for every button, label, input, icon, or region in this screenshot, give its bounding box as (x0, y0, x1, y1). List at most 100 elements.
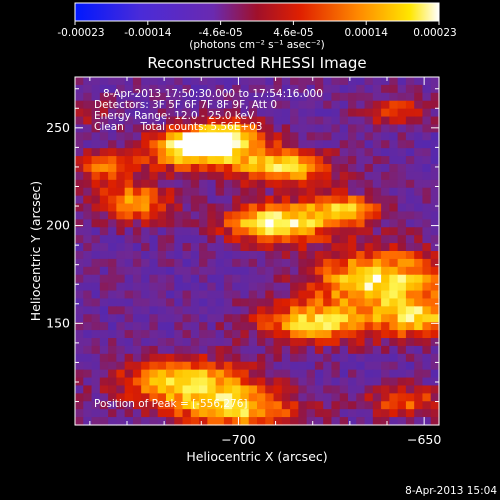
heatmap-cell (331, 417, 341, 426)
heatmap-cell (422, 124, 432, 133)
heatmap-cell (190, 179, 200, 189)
heatmap-cell (257, 258, 266, 268)
heatmap-cell (306, 322, 316, 331)
heatmap-cell (141, 77, 151, 86)
heatmap-cell (372, 409, 382, 418)
heatmap-cell (116, 219, 126, 228)
heatmap-cell (190, 187, 200, 197)
heatmap-cell (199, 179, 208, 189)
heatmap-cell (339, 369, 349, 379)
heatmap-cell (314, 251, 324, 260)
heatmap-cell (405, 338, 415, 347)
heatmap-cell (314, 77, 324, 86)
heatmap-cell (389, 314, 399, 323)
heatmap-cell (199, 353, 208, 363)
heatmap-cell (248, 258, 258, 268)
heatmap-cell (240, 211, 250, 220)
heatmap-cell (240, 124, 250, 133)
heatmap-cell (166, 235, 175, 244)
heatmap-cell (116, 322, 126, 331)
heatmap-cell (422, 140, 432, 149)
heatmap-cell (414, 258, 424, 268)
heatmap-cell (273, 401, 283, 410)
heatmap-cell (265, 258, 275, 268)
heatmap-cell (339, 314, 349, 323)
heatmap-cell (207, 353, 217, 363)
heatmap-cell (108, 203, 117, 213)
heatmap-cell (149, 393, 159, 402)
heatmap-cell (166, 116, 175, 126)
heatmap-cell (339, 338, 349, 347)
heatmap-cell (182, 385, 192, 394)
heatmap-cell (232, 417, 242, 426)
heatmap-cell (248, 203, 258, 213)
heatmap-cell (108, 338, 117, 347)
heatmap-cell (389, 164, 399, 173)
heatmap-cell (364, 338, 374, 347)
heatmap-cell (199, 369, 208, 379)
heatmap-cell (108, 298, 117, 307)
heatmap-cell (257, 148, 266, 157)
heatmap-cell (83, 92, 93, 102)
heatmap-cell (141, 409, 151, 418)
heatmap-cell (215, 290, 225, 300)
heatmap-cell (124, 290, 134, 300)
heatmap-cell (149, 298, 159, 307)
heatmap-cell (298, 164, 308, 173)
heatmap-cell (75, 77, 84, 86)
heatmap-cell (348, 108, 357, 118)
heatmap-cell (414, 361, 424, 371)
heatmap-cell (273, 345, 283, 355)
heatmap-cell (182, 338, 192, 347)
heatmap-cell (75, 393, 84, 402)
heatmap-cell (381, 211, 390, 220)
heatmap-cell (132, 195, 142, 205)
heatmap-cell (75, 282, 84, 292)
heatmap-cell (124, 314, 134, 323)
heatmap-cell (91, 251, 101, 260)
heatmap-cell (273, 353, 283, 363)
heatmap-cell (265, 124, 275, 133)
heatmap-cell (422, 235, 432, 244)
heatmap-cell (83, 353, 93, 363)
heatmap-cell (414, 282, 424, 292)
heatmap-cell (430, 227, 440, 236)
heatmap-cell (339, 322, 349, 331)
heatmap-cell (290, 235, 299, 244)
detectors-annotation: Detectors: 3F 5F 6F 7F 8F 9F, Att 0 (94, 99, 278, 111)
heatmap-cell (356, 100, 366, 110)
y-axis-label: Heliocentric Y (arcsec) (28, 181, 43, 321)
heatmap-cell (141, 345, 151, 355)
heatmap-cell (166, 409, 175, 418)
heatmap-cell (215, 211, 225, 220)
heatmap-cell (389, 171, 399, 181)
heatmap-cell (397, 393, 407, 402)
heatmap-cell (132, 417, 142, 426)
heatmap-cell (331, 156, 341, 165)
heatmap-cell (273, 148, 283, 157)
heatmap-cell (83, 164, 93, 173)
heatmap-cell (422, 369, 432, 379)
heatmap-cell (364, 251, 374, 260)
heatmap-cell (166, 195, 175, 205)
heatmap-cell (422, 195, 432, 205)
heatmap-cell (248, 290, 258, 300)
heatmap-cell (389, 187, 399, 197)
heatmap-cell (381, 322, 390, 331)
heatmap-cell (265, 140, 275, 149)
heatmap-cell (149, 148, 159, 157)
heatmap-cell (157, 211, 167, 220)
heatmap-cell (108, 306, 117, 315)
heatmap-cell (91, 298, 101, 307)
heatmap-cell (157, 187, 167, 197)
heatmap-cell (116, 274, 126, 284)
heatmap-cell (132, 298, 142, 307)
heatmap-cell (116, 377, 126, 387)
heatmap-cell (182, 345, 192, 355)
heatmap-cell (281, 203, 291, 213)
heatmap-cell (323, 203, 333, 213)
heatmap-cell (174, 179, 184, 189)
heatmap-cell (314, 417, 324, 426)
heatmap-cell (265, 84, 275, 94)
heatmap-cell (364, 132, 374, 141)
